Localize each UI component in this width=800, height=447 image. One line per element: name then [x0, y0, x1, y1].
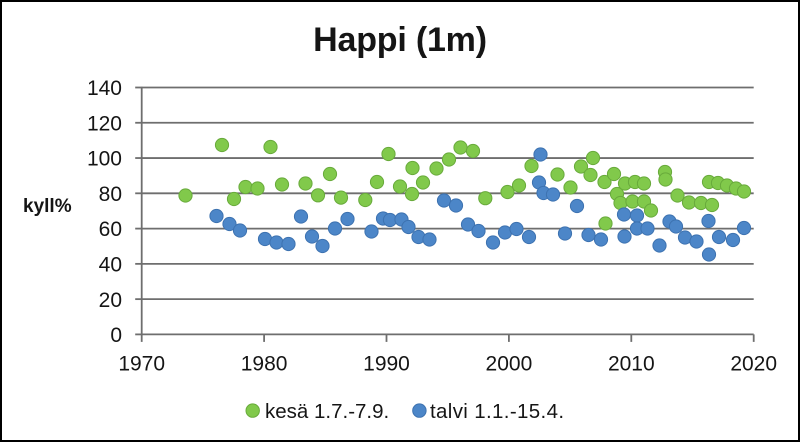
svg-text:kyll%: kyll% [23, 196, 72, 217]
svg-text:100: 100 [87, 148, 122, 171]
svg-text:80: 80 [99, 183, 122, 206]
svg-text:2010: 2010 [608, 353, 655, 376]
svg-text:120: 120 [87, 112, 122, 135]
svg-text:40: 40 [99, 254, 122, 277]
svg-text:1990: 1990 [363, 353, 410, 376]
svg-text:talvi 1.1.-15.4.: talvi 1.1.-15.4. [430, 400, 564, 423]
svg-text:1970: 1970 [118, 353, 165, 376]
svg-text:0: 0 [110, 324, 122, 347]
svg-text:kesä 1.7.-7.9.: kesä 1.7.-7.9. [265, 400, 389, 423]
svg-text:Happi (1m): Happi (1m) [313, 21, 487, 59]
svg-text:20: 20 [99, 289, 122, 312]
svg-text:1980: 1980 [241, 353, 288, 376]
svg-text:2000: 2000 [486, 353, 533, 376]
svg-text:2020: 2020 [730, 353, 777, 376]
svg-text:60: 60 [99, 218, 122, 241]
svg-text:140: 140 [87, 77, 122, 100]
